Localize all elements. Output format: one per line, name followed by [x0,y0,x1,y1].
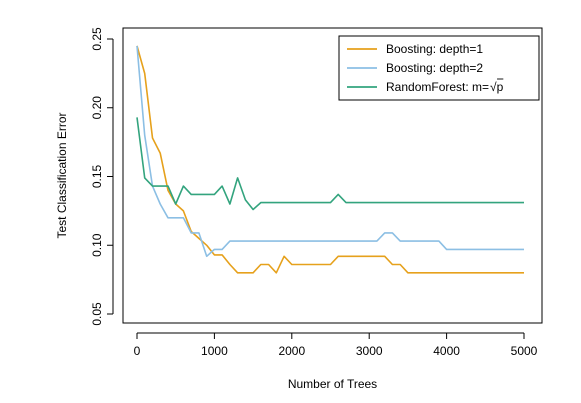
axes: 0 1000 2000 3000 4000 5000 0.05 0.10 0.15 0.20 0.2… [55,27,543,391]
y-axis-title: Test Classification Error [55,112,69,238]
x-axis-title: Number of Trees [288,377,377,391]
legend: Boosting: depth=1 Boosting: depth=2 Random… [338,35,540,101]
series-lines [136,45,524,274]
legend-label-3: RandomForest: m= [386,80,489,94]
series-line-1 [136,45,524,274]
x-tick-label: 0 [134,344,141,358]
y-tick-label: 0.15 [90,164,104,188]
y-tick-label: 0.25 [90,27,104,51]
x-tick-label: 4000 [433,344,460,358]
plot-frame [122,27,543,324]
legend-label-1: Boosting: depth=1 [386,42,483,56]
y-tick-label: 0.20 [90,96,104,120]
x-tick-label: 1000 [201,344,228,358]
legend-label-2: Boosting: depth=2 [386,61,483,75]
y-tick-label: 0.05 [90,302,104,326]
x-tick-label: 2000 [278,344,305,358]
y-tick-label: 0.10 [90,233,104,257]
series-line-2 [136,45,524,258]
series-line-3 [136,117,524,211]
legend-sqrt-p: √p [490,80,504,94]
x-tick-label: 3000 [356,344,383,358]
x-tick-label: 5000 [511,344,538,358]
